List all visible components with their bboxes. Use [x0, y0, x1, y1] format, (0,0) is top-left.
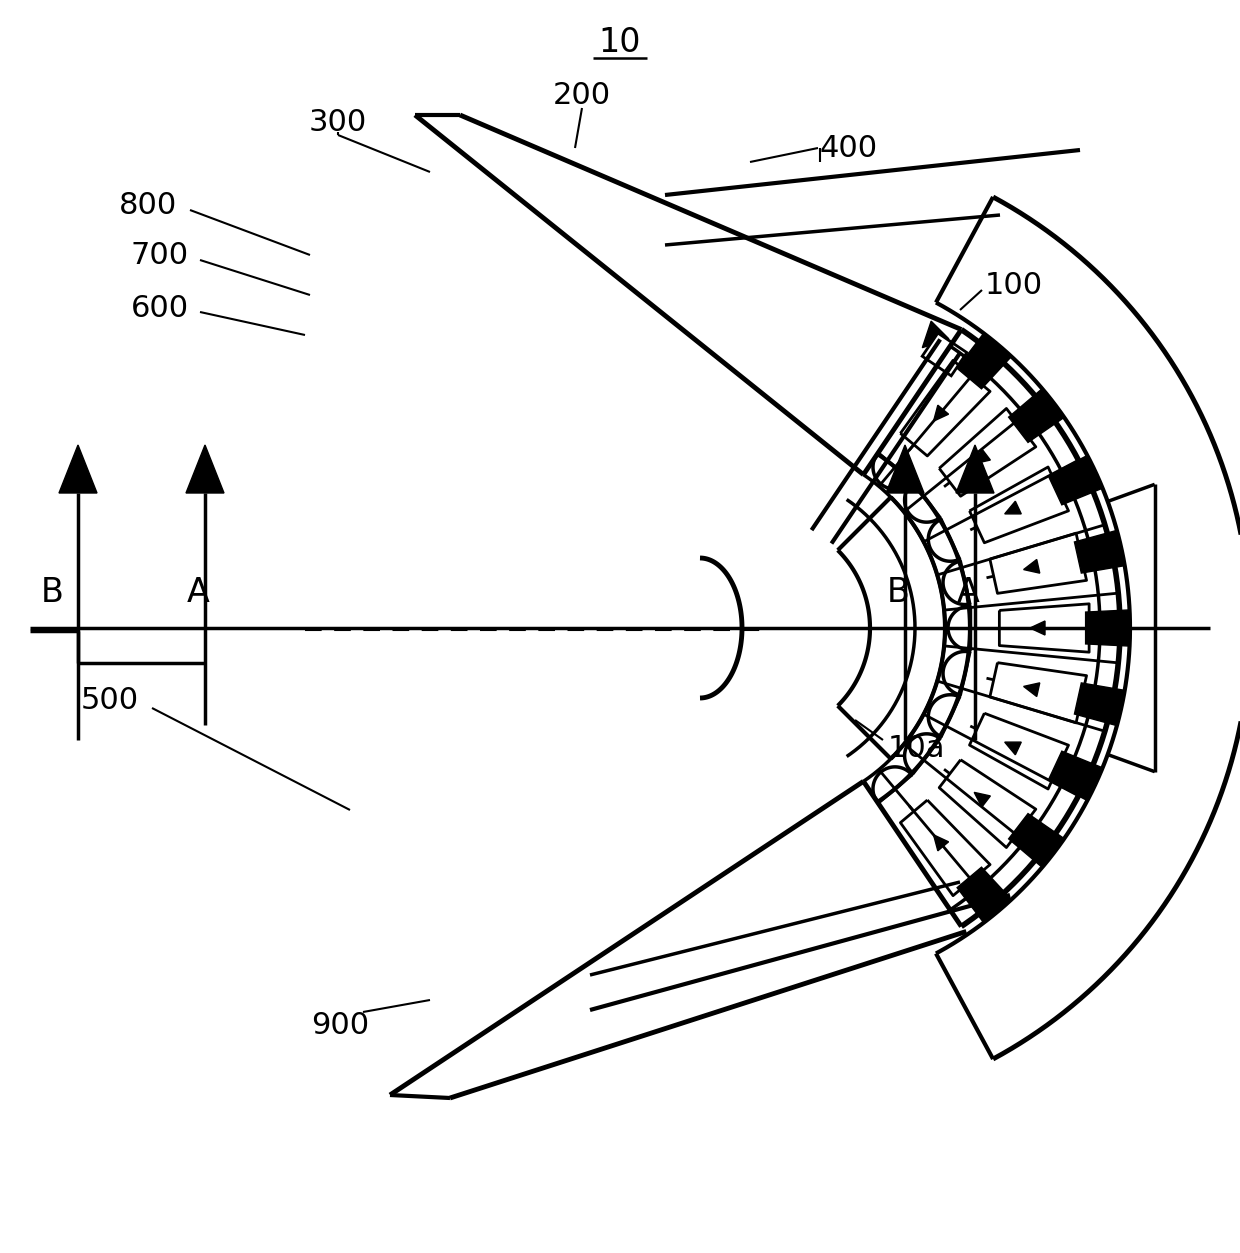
Polygon shape — [186, 445, 224, 492]
Text: B: B — [887, 575, 909, 609]
Text: 700: 700 — [131, 241, 188, 269]
Polygon shape — [957, 333, 1012, 388]
Polygon shape — [956, 445, 994, 492]
Polygon shape — [1023, 683, 1040, 697]
Polygon shape — [934, 405, 949, 421]
Polygon shape — [1074, 530, 1125, 573]
Polygon shape — [923, 321, 949, 347]
Text: 600: 600 — [131, 293, 188, 322]
Polygon shape — [1023, 560, 1040, 573]
Polygon shape — [1004, 501, 1022, 514]
Text: B: B — [41, 575, 63, 609]
Text: 200: 200 — [553, 80, 611, 109]
Polygon shape — [1074, 683, 1125, 725]
Polygon shape — [1048, 455, 1102, 505]
Polygon shape — [1085, 610, 1130, 647]
Polygon shape — [60, 445, 97, 492]
Polygon shape — [1030, 621, 1045, 635]
FancyBboxPatch shape — [923, 333, 967, 376]
Polygon shape — [1004, 742, 1022, 754]
Text: 400: 400 — [820, 134, 878, 163]
Text: 100: 100 — [985, 271, 1043, 299]
Text: 500: 500 — [81, 685, 139, 714]
Text: 300: 300 — [309, 108, 367, 137]
Text: A: A — [186, 575, 210, 609]
Text: 10a: 10a — [888, 733, 945, 763]
Text: A: A — [956, 575, 980, 609]
Polygon shape — [975, 449, 991, 464]
Text: 900: 900 — [311, 1010, 370, 1040]
Polygon shape — [934, 834, 949, 851]
Polygon shape — [1048, 752, 1102, 801]
Polygon shape — [1008, 813, 1064, 867]
Polygon shape — [887, 445, 924, 492]
Polygon shape — [1008, 388, 1064, 442]
Text: 10: 10 — [599, 25, 641, 59]
Polygon shape — [957, 867, 1012, 922]
Text: 800: 800 — [119, 190, 177, 219]
Polygon shape — [975, 792, 991, 807]
